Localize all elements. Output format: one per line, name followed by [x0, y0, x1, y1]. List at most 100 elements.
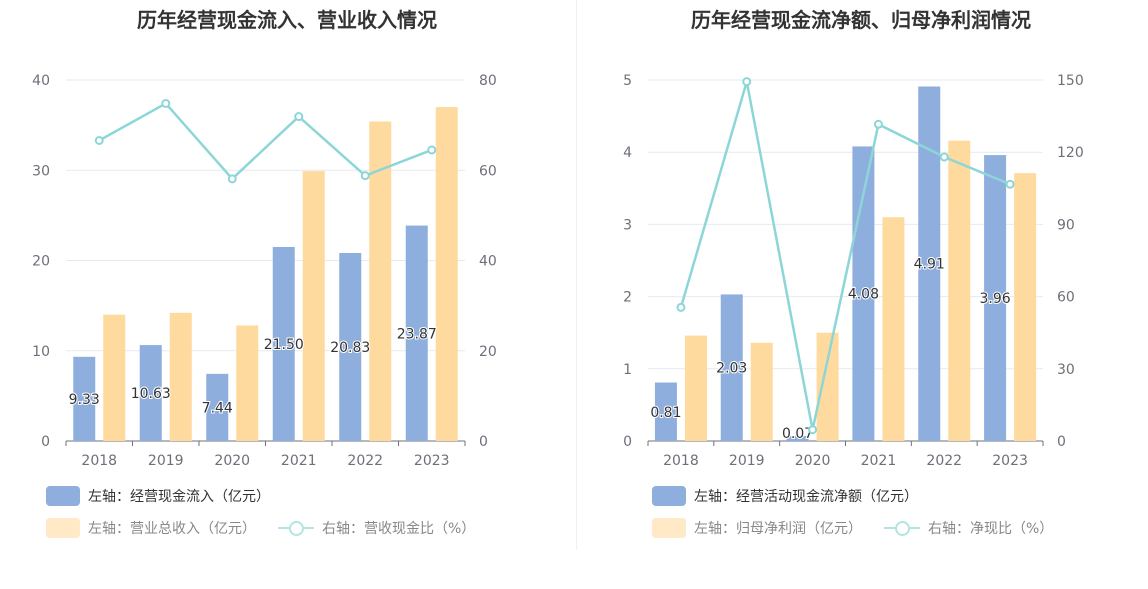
- left-axis-tick-label: 30: [32, 163, 50, 179]
- legend-label: 右轴：净现比（%）: [928, 521, 1054, 537]
- x-axis-tick-label: 2021: [281, 453, 317, 469]
- chart-panel-right: 历年经营现金流净额、归母净利润情况 0 1 2 3 4 5 0 30 60 90 120 150 201…: [574, 0, 1148, 589]
- bar-secondary: [816, 332, 839, 441]
- right-axis-tick-label: 60: [479, 163, 497, 179]
- chart-panel-left: 历年经营现金流入、营业收入情况 0 10 20 30 40 0 20 40 60 80 2018 20…: [32, 8, 497, 538]
- line-point: [427, 145, 437, 155]
- bar-primary: [786, 435, 809, 441]
- bar-primary: [720, 294, 743, 441]
- bar-secondary: [435, 107, 458, 441]
- bar-data-label: 0.07: [782, 426, 813, 442]
- legend-row-2: 左轴：营业总收入（亿元） 右轴：营收现金比（%）: [46, 518, 497, 538]
- bar-secondary: [369, 121, 392, 441]
- bar-secondary: [684, 335, 707, 441]
- right-axis-tick-label: 20: [479, 344, 497, 360]
- legend-row-1: 左轴：经营活动现金流净额（亿元）: [652, 486, 940, 506]
- line-point: [873, 119, 883, 129]
- line-point: [1005, 179, 1015, 189]
- bar-primary: [918, 86, 941, 442]
- line-point: [808, 425, 818, 435]
- bar-primary: [339, 253, 362, 441]
- bar-primary: [73, 356, 96, 441]
- x-axis-tick-label: 2020: [214, 453, 250, 469]
- bar-primary: [272, 246, 295, 441]
- legend-swatch: [46, 486, 80, 506]
- chart-title: 历年经营现金流入、营业收入情况: [137, 8, 437, 32]
- legend-swatch: [46, 518, 80, 538]
- right-axis-tick-label: 60: [1057, 290, 1075, 306]
- line-point: [939, 152, 949, 162]
- bar-primary: [206, 373, 229, 441]
- left-axis-tick-label: 3: [623, 217, 632, 233]
- bar-data-label: 7.44: [202, 400, 233, 416]
- left-axis-tick-label: 1: [623, 362, 632, 378]
- bar-secondary: [103, 314, 126, 441]
- legend-swatch: [652, 518, 686, 538]
- x-axis-tick-label: 2019: [729, 453, 765, 469]
- right-axis-tick-label: 150: [1057, 73, 1084, 89]
- legend-item-revenue-cash-ratio[interactable]: 右轴：营收现金比（%）: [278, 518, 475, 538]
- legend-row-2: 左轴：归母净利润（亿元） 右轴：净现比（%）: [652, 518, 1075, 538]
- right-axis-tick-label: 80: [479, 73, 497, 89]
- legend-item-cash-inflow[interactable]: 左轴：经营现金流入（亿元）: [46, 486, 270, 506]
- x-axis-tick-label: 2023: [992, 453, 1028, 469]
- bar-data-label: 4.91: [914, 257, 945, 273]
- line-series: [679, 81, 1011, 430]
- x-axis-tick-label: 2018: [81, 453, 117, 469]
- legend-item-net-operating-cash[interactable]: 左轴：经营活动现金流净额（亿元）: [652, 486, 918, 506]
- left-axis-tick-label: 40: [32, 73, 50, 89]
- right-axis-tick-label: 0: [1057, 434, 1066, 450]
- line-point: [294, 112, 304, 122]
- right-axis-tick-label: 40: [479, 254, 497, 270]
- bar-secondary: [1014, 173, 1037, 441]
- line-point: [94, 135, 104, 145]
- chart-title: 历年经营现金流净额、归母净利润情况: [691, 8, 1031, 32]
- chart-plot-left: 0 10 20 30 40 0 20 40 60 80 2018 2019 2020 2021 2022 20…: [32, 73, 497, 469]
- x-axis-tick-label: 2019: [148, 453, 184, 469]
- right-axis-tick-label: 90: [1057, 217, 1075, 233]
- x-axis-tick-label: 2022: [347, 453, 383, 469]
- bar-data-label: 3.96: [979, 291, 1010, 307]
- legend-line-symbol: [884, 518, 920, 538]
- legend-label: 左轴：归母净利润（亿元）: [694, 521, 862, 537]
- legend-row-1: 左轴：经营现金流入（亿元）: [46, 486, 292, 506]
- line-point: [161, 98, 171, 108]
- line-series: [98, 101, 433, 181]
- left-axis-tick-label: 10: [32, 344, 50, 360]
- legend-item-net-profit[interactable]: 左轴：归母净利润（亿元）: [652, 518, 862, 538]
- line-point: [676, 302, 686, 312]
- x-axis-tick-label: 2023: [414, 453, 450, 469]
- right-axis-tick-label: 0: [479, 434, 488, 450]
- panel-divider: [576, 0, 577, 550]
- left-axis-tick-label: 5: [623, 73, 632, 89]
- legend-label: 右轴：营收现金比（%）: [322, 521, 476, 537]
- bar-data-label: 23.87: [397, 326, 437, 342]
- legend-swatch: [652, 486, 686, 506]
- bar-data-label: 2.03: [716, 361, 747, 377]
- bar-data-label: 4.08: [848, 287, 879, 303]
- bar-primary: [984, 155, 1007, 441]
- chart-plot-right: 0 1 2 3 4 5 0 30 60 90 120 150 2018 2019 2020 2021 2022 2…: [623, 73, 1084, 469]
- bar-data-label: 20.83: [330, 340, 370, 356]
- right-axis-tick-label: 120: [1057, 145, 1084, 161]
- left-axis-tick-label: 2: [623, 290, 632, 306]
- left-axis-tick-label: 20: [32, 254, 50, 270]
- left-axis-tick-label: 0: [623, 434, 632, 450]
- line-point: [742, 77, 752, 87]
- legend-label: 左轴：经营活动现金流净额（亿元）: [694, 489, 918, 505]
- x-axis-tick-label: 2020: [795, 453, 831, 469]
- bar-secondary: [302, 171, 325, 441]
- bar-secondary: [169, 312, 192, 441]
- legend-item-revenue[interactable]: 左轴：营业总收入（亿元）: [46, 518, 256, 538]
- bar-secondary: [948, 140, 971, 441]
- right-axis-tick-label: 30: [1057, 362, 1075, 378]
- legend-line-symbol: [278, 518, 314, 538]
- x-axis-tick-label: 2021: [861, 453, 897, 469]
- bar-secondary: [236, 325, 259, 441]
- bar-primary: [654, 382, 677, 441]
- legend-label: 左轴：经营现金流入（亿元）: [88, 489, 270, 505]
- line-point: [360, 171, 370, 181]
- bar-primary: [139, 345, 162, 441]
- bar-data-label: 0.81: [650, 405, 681, 421]
- legend-item-net-cash-ratio[interactable]: 右轴：净现比（%）: [884, 518, 1053, 538]
